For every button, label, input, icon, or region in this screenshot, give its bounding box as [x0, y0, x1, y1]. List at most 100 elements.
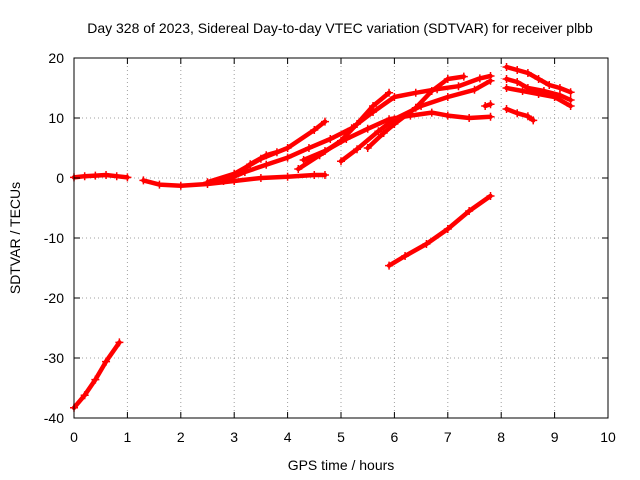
data-point — [262, 151, 271, 160]
x-axis-title: GPS time / hours — [288, 457, 395, 473]
data-point — [470, 85, 479, 94]
data-point — [230, 172, 239, 181]
data-point — [246, 160, 255, 169]
series-line — [296, 90, 392, 172]
data-point — [502, 63, 511, 71]
y-tick-label: 0 — [56, 170, 64, 186]
data-point — [555, 84, 564, 92]
series-arc-b — [70, 171, 132, 182]
series-arc-o — [502, 75, 575, 104]
series-arc-l — [481, 100, 495, 110]
data-point — [123, 173, 132, 182]
data-point — [486, 100, 495, 109]
x-tick-label: 10 — [600, 429, 616, 445]
series-line — [386, 193, 493, 268]
data-point — [523, 69, 532, 77]
series-arc-f — [230, 148, 281, 181]
data-point — [139, 176, 148, 185]
data-point — [385, 261, 394, 270]
y-tick-label: -30 — [44, 350, 64, 366]
x-tick-label: 4 — [284, 429, 292, 445]
data-point — [272, 148, 281, 157]
data-point — [80, 172, 89, 181]
data-point — [459, 72, 468, 81]
axis-ticks — [73, 57, 609, 419]
y-tick-label: -10 — [44, 230, 64, 246]
x-tick-labels: 0 1 2 3 4 5 6 7 8 9 10 — [70, 429, 616, 445]
data-point — [283, 144, 292, 152]
data-point — [465, 207, 474, 215]
data-point — [320, 147, 329, 155]
data-point — [363, 144, 372, 152]
series-line — [71, 340, 122, 411]
data-point — [475, 74, 484, 83]
series-arc-j — [363, 72, 468, 152]
data-point — [502, 75, 511, 83]
data-point — [411, 103, 420, 112]
data-point — [310, 171, 319, 179]
data-point — [443, 225, 452, 233]
series-arc-c — [139, 171, 329, 190]
data-point — [102, 357, 111, 366]
data-point — [374, 127, 383, 136]
data-point — [427, 108, 436, 117]
data-point — [91, 375, 100, 384]
data-point — [566, 96, 575, 104]
data-point — [353, 120, 362, 128]
data-point — [481, 102, 490, 110]
data-point — [320, 171, 329, 179]
x-tick-label: 8 — [497, 429, 505, 445]
data-point — [539, 87, 548, 95]
data-point — [454, 82, 463, 91]
y-tick-label: -40 — [44, 410, 64, 426]
data-point — [353, 145, 362, 154]
data-point — [401, 252, 410, 260]
data-point — [529, 116, 538, 125]
data-point — [256, 174, 265, 182]
x-tick-label: 9 — [551, 429, 559, 445]
data-point — [342, 135, 351, 143]
series-arc-m — [502, 63, 575, 97]
data-point — [203, 178, 212, 187]
y-tick-labels: -40 -30 -20 -10 0 10 20 — [44, 50, 64, 426]
data-point — [102, 171, 111, 179]
grid — [74, 58, 608, 418]
data-point — [411, 88, 420, 97]
data-point — [369, 102, 378, 110]
series-arc-k — [385, 192, 495, 270]
data-point — [115, 338, 124, 347]
data-point — [299, 156, 308, 164]
data-point — [294, 165, 303, 173]
data-point — [523, 84, 532, 92]
data-point — [555, 91, 564, 100]
x-tick-label: 2 — [177, 429, 185, 445]
data-point — [443, 111, 452, 120]
data-point — [112, 172, 121, 181]
data-point — [262, 160, 271, 169]
data-point — [219, 177, 228, 185]
series-line — [504, 106, 536, 123]
data-point — [80, 391, 89, 400]
data-point — [566, 88, 575, 97]
data-point — [443, 93, 452, 101]
data-point — [155, 180, 164, 189]
x-tick-label: 3 — [230, 429, 238, 445]
data-point — [486, 76, 495, 85]
x-tick-label: 5 — [337, 429, 345, 445]
data-point — [486, 192, 495, 200]
data-point — [326, 135, 335, 143]
data-point — [502, 105, 511, 113]
data-point — [513, 66, 522, 74]
x-tick-label: 0 — [70, 429, 78, 445]
data-point — [545, 81, 554, 89]
y-axis-title: SDTVAR / TECUs — [7, 182, 23, 294]
data-point — [363, 124, 372, 133]
data-point — [310, 126, 319, 134]
data-point — [320, 117, 329, 126]
data-point — [518, 87, 527, 95]
data-point — [390, 120, 399, 128]
data-point — [283, 172, 292, 181]
chart-title: Day 328 of 2023, Sidereal Day-to-day VTE… — [87, 20, 593, 36]
series-layer — [70, 63, 575, 412]
